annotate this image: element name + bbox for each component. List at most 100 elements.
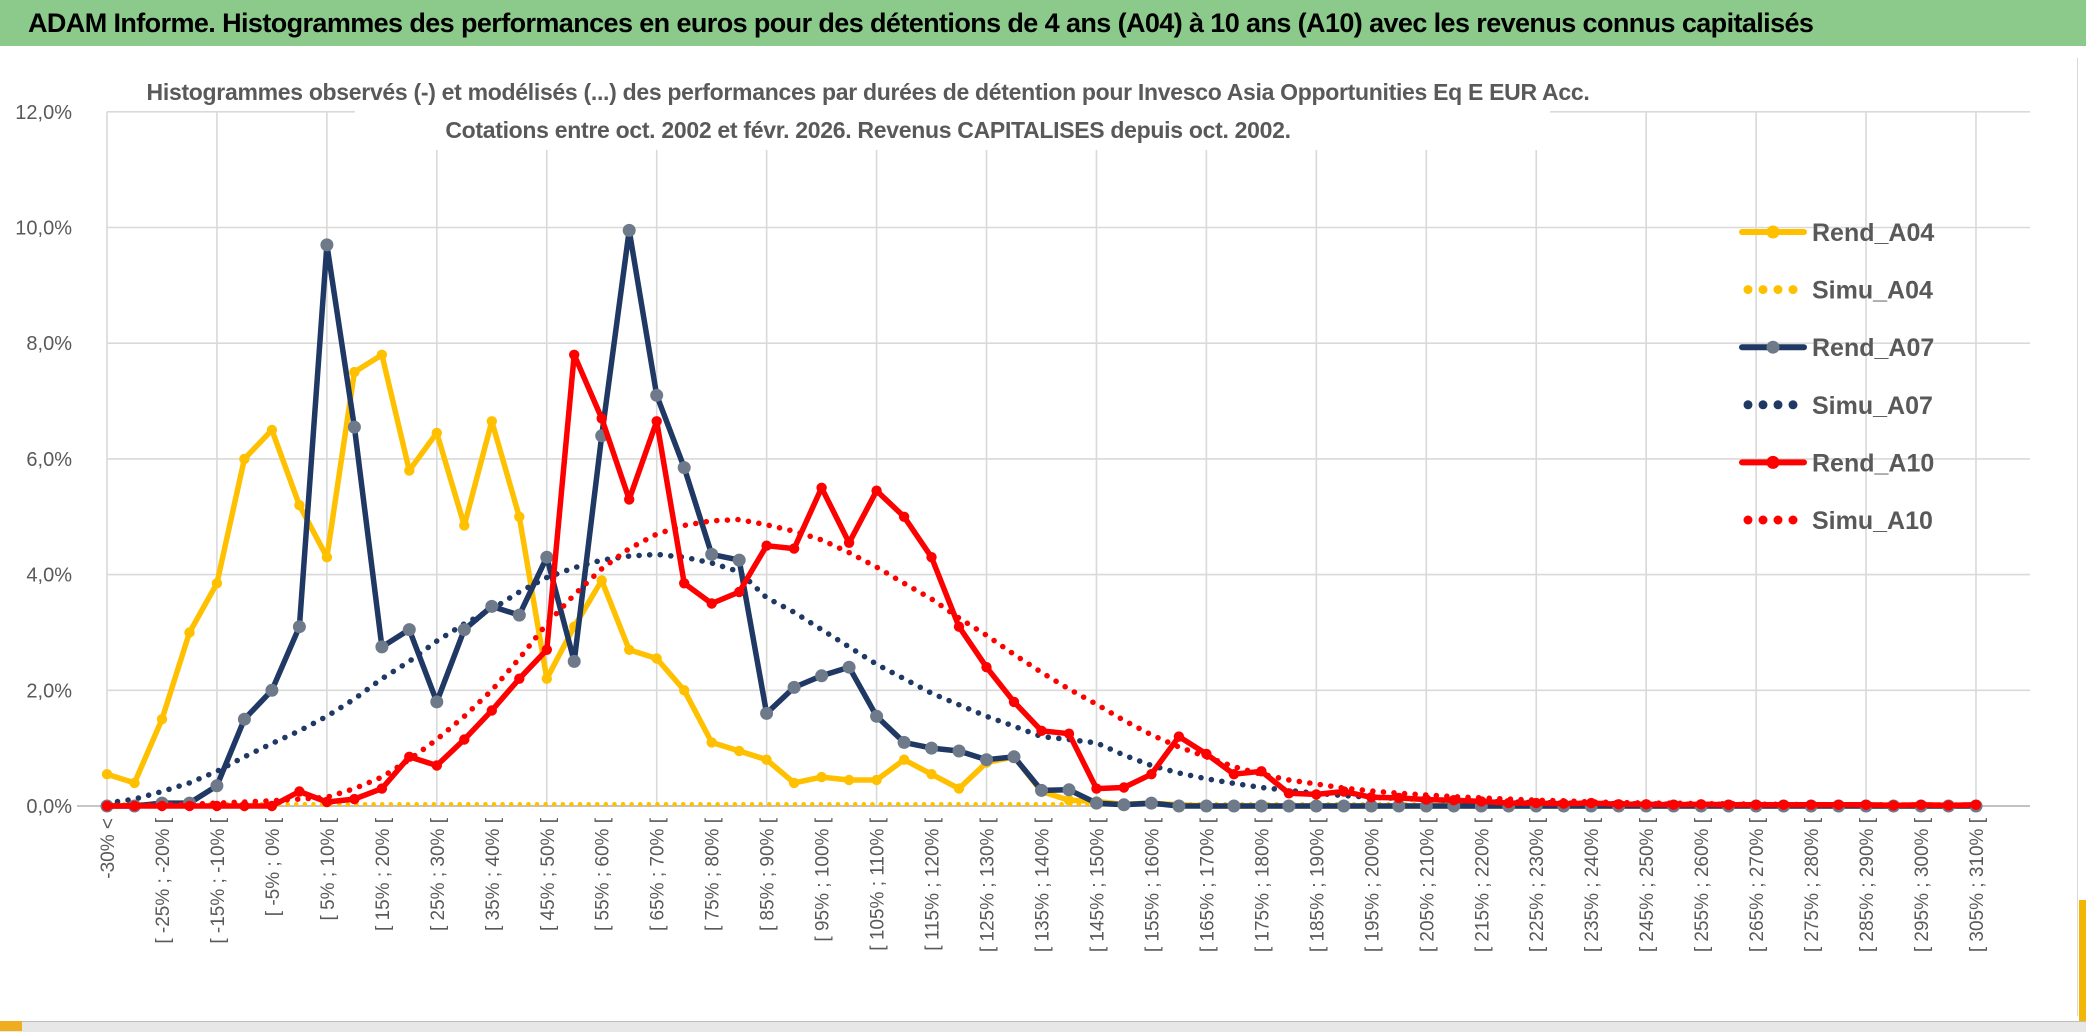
marker-Rend_A10: [1476, 796, 1487, 807]
marker-Rend_A10: [239, 800, 250, 812]
legend-label: Rend_A04: [1812, 219, 1934, 247]
marker-Rend_A10: [101, 800, 113, 812]
marker-Rend_A07: [320, 238, 334, 252]
marker-Rend_A07: [1117, 798, 1131, 812]
x-tick-label: [ 185% ; 190% [: [1307, 817, 1328, 952]
marker-Rend_A10: [1860, 799, 1872, 810]
marker-Rend_A10: [514, 673, 525, 684]
marker-Rend_A04: [734, 745, 745, 757]
marker-Rend_A10: [1393, 792, 1405, 804]
marker-Rend_A10: [349, 793, 360, 805]
marker-Rend_A10: [1008, 696, 1020, 708]
marker-Rend_A10: [1118, 782, 1130, 793]
marker-Rend_A04: [761, 754, 772, 765]
legend-dot-sample: [1758, 400, 1768, 410]
legend-marker-sample: [1766, 225, 1780, 239]
marker-Rend_A07: [402, 623, 416, 637]
marker-Rend_A07: [1392, 799, 1406, 813]
y-tick-label: 2,0%: [26, 680, 72, 702]
x-tick-label: [ 65% ; 70% [: [648, 817, 669, 931]
marker-Rend_A07: [760, 706, 774, 720]
legend-item-Simu_A04[interactable]: Simu_A04: [1743, 277, 1933, 305]
marker-Rend_A04: [679, 685, 690, 696]
marker-Rend_A10: [266, 800, 278, 812]
x-tick-label: [ 135% ; 140% [: [1032, 817, 1053, 952]
marker-Rend_A10: [1201, 748, 1212, 760]
marker-Rend_A10: [1146, 769, 1157, 780]
marker-Rend_A10: [1970, 799, 1982, 810]
x-axis-labels: -30% < [ -25% ; -20% [[ -15% ; -10% [[ -5…: [98, 817, 1988, 952]
marker-Rend_A04: [266, 424, 278, 436]
x-tick-label: [ 45% ; 50% [: [538, 817, 559, 931]
marker-Rend_A07: [1035, 783, 1048, 797]
legend-marker-sample: [1766, 340, 1780, 354]
marker-Rend_A07: [1144, 796, 1158, 810]
marker-Rend_A04: [239, 453, 250, 465]
marker-Rend_A04: [376, 349, 388, 360]
x-tick-label: [ 235% ; 240% [: [1582, 817, 1603, 952]
legend-dot-sample: [1743, 285, 1753, 295]
marker-Rend_A10: [596, 413, 607, 424]
marker-Rend_A04: [871, 774, 882, 786]
x-tick-label: [ 205% ; 210% [: [1417, 817, 1438, 952]
marker-Rend_A10: [1915, 799, 1927, 810]
marker-Rend_A10: [1805, 799, 1817, 810]
marker-Rend_A10: [184, 800, 195, 812]
marker-Rend_A10: [871, 485, 882, 496]
y-tick-label: 6,0%: [26, 449, 72, 471]
marker-Rend_A04: [321, 552, 333, 563]
y-tick-label: 4,0%: [26, 565, 72, 587]
marker-Rend_A07: [540, 550, 554, 564]
marker-Rend_A10: [1448, 795, 1460, 806]
x-tick-label: [ 165% ; 170% [: [1197, 817, 1218, 952]
series-Rend_A10[interactable]: [101, 349, 1982, 812]
x-tick-label: [ 175% ; 180% [: [1252, 817, 1273, 952]
marker-Rend_A10: [1833, 799, 1844, 810]
marker-Rend_A10: [1063, 728, 1075, 739]
chart-border: [2077, 58, 2078, 1016]
legend-item-Simu_A10[interactable]: Simu_A10: [1743, 507, 1933, 535]
marker-Rend_A10: [294, 786, 305, 797]
marker-Rend_A10: [321, 796, 333, 808]
marker-Rend_A07: [1172, 799, 1186, 813]
marker-Rend_A04: [926, 769, 937, 780]
y-tick-label: 12,0%: [15, 102, 72, 124]
marker-Rend_A10: [1695, 799, 1707, 810]
legend-item-Rend_A07[interactable]: Rend_A07: [1739, 334, 1934, 362]
marker-Rend_A04: [294, 500, 305, 511]
legend-label: Rend_A10: [1812, 449, 1934, 477]
marker-Rend_A04: [431, 427, 442, 439]
marker-Rend_A07: [485, 599, 499, 613]
marker-Rend_A10: [1503, 797, 1514, 809]
marker-Rend_A10: [651, 416, 662, 427]
marker-Rend_A10: [898, 511, 910, 522]
x-tick-label: [ 215% ; 220% [: [1472, 817, 1493, 952]
legend-marker-sample: [1766, 455, 1780, 469]
x-tick-label: [ -25% ; -20% [: [153, 817, 174, 943]
marker-Rend_A04: [706, 737, 717, 748]
marker-Rend_A10: [1366, 792, 1377, 803]
marker-Rend_A10: [788, 543, 800, 554]
chart-title-line1: Histogrammes observés (-) et modélisés (…: [147, 79, 1590, 105]
x-tick-label: [ 35% ; 40% [: [483, 817, 504, 931]
legend-dot-sample: [1788, 400, 1798, 410]
marker-Rend_A10: [156, 800, 168, 812]
legend-item-Rend_A10[interactable]: Rend_A10: [1739, 449, 1934, 477]
marker-Rend_A07: [347, 420, 361, 434]
legend-label: Simu_A04: [1812, 277, 1933, 305]
marker-Rend_A04: [953, 783, 965, 794]
x-tick-label: [ 145% ; 150% [: [1087, 817, 1108, 952]
header-banner: ADAM Informe. Histogrammes des performan…: [0, 0, 2086, 46]
marker-Rend_A07: [1282, 799, 1296, 813]
legend-item-Rend_A04[interactable]: Rend_A04: [1739, 219, 1934, 247]
marker-Rend_A10: [1586, 797, 1597, 809]
x-tick-label: [ 195% ; 200% [: [1362, 817, 1383, 952]
marker-Rend_A10: [953, 621, 965, 632]
bottom-scroll-strip[interactable]: [0, 1021, 2086, 1032]
marker-Rend_A04: [349, 366, 360, 378]
marker-Rend_A10: [1531, 797, 1542, 809]
legend-item-Simu_A07[interactable]: Simu_A07: [1743, 392, 1933, 420]
marker-Rend_A10: [1091, 783, 1102, 794]
